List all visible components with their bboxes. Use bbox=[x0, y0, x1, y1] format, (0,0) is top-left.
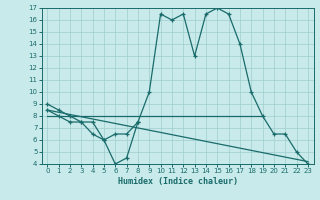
X-axis label: Humidex (Indice chaleur): Humidex (Indice chaleur) bbox=[118, 177, 237, 186]
